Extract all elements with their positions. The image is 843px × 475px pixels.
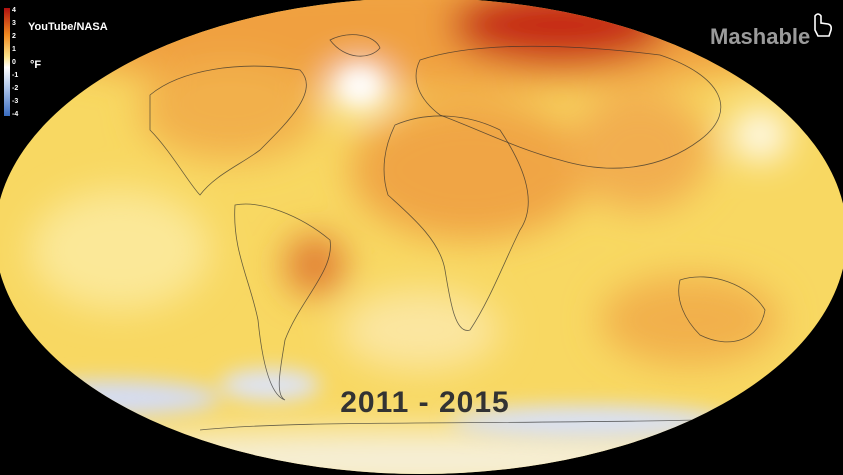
color-scale-tick-label: 2	[12, 33, 16, 40]
color-scale-tick-label: -1	[12, 72, 18, 79]
source-label: YouTube/NASA	[28, 21, 108, 33]
color-scale-tick-label: -2	[12, 85, 18, 92]
color-scale-tick-label: -4	[12, 111, 18, 118]
color-scale-tick-label: -3	[12, 98, 18, 105]
period-label: 2011 - 2015	[340, 386, 509, 419]
unit-label: °F	[30, 59, 41, 71]
coastlines	[149, 34, 766, 431]
color-scale-tick-label: 0	[12, 59, 16, 66]
color-scale-tick-label: 3	[12, 20, 16, 27]
color-scale-ticks: 4 3 2 1 0 -1 -2 -3 -4	[12, 7, 18, 118]
color-scale-tick-label: 4	[12, 7, 16, 14]
color-scale-tick-label: 1	[12, 46, 16, 53]
watermark: Mashable	[710, 24, 810, 49]
color-scale	[4, 8, 10, 116]
hand-cursor-icon[interactable]	[814, 13, 832, 37]
